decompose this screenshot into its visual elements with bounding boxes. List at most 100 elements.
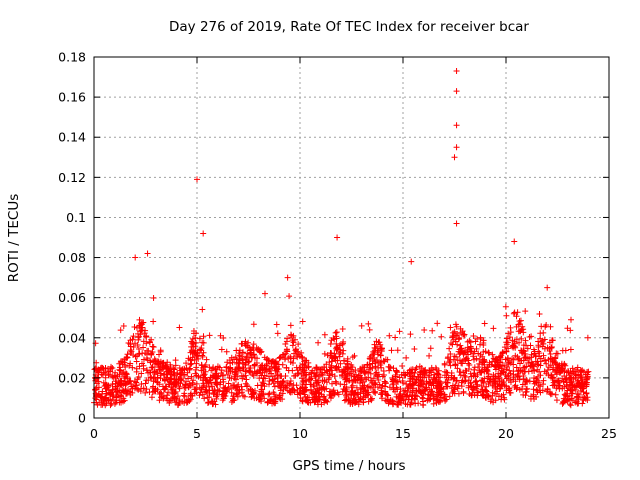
data-point: [310, 382, 317, 389]
data-point: [355, 372, 362, 379]
data-point: [156, 397, 163, 404]
data-point: [271, 400, 278, 407]
data-point: [205, 399, 212, 406]
data-point: [371, 351, 378, 358]
data-point: [346, 377, 353, 384]
x-tick-label: 10: [292, 426, 308, 441]
data-point: [132, 254, 139, 261]
data-point: [479, 386, 486, 393]
data-point: [419, 394, 426, 401]
data-point: [574, 400, 581, 407]
y-tick-label: 0.08: [58, 250, 86, 265]
data-point: [483, 388, 490, 395]
data-point: [264, 399, 271, 406]
data-point: [150, 375, 157, 382]
data-point: [196, 392, 203, 399]
data-point: [292, 347, 299, 354]
data-point: [263, 362, 270, 369]
data-point: [167, 364, 174, 371]
data-point: [277, 396, 284, 403]
data-point: [458, 345, 465, 352]
data-point: [339, 388, 346, 395]
data-point: [344, 371, 351, 378]
data-point: [102, 385, 109, 392]
data-point: [179, 398, 186, 405]
data-point: [270, 380, 277, 387]
data-point: [199, 377, 206, 384]
data-point: [361, 376, 368, 383]
data-point: [416, 368, 423, 375]
data-point: [98, 371, 105, 378]
data-point: [223, 368, 230, 375]
y-tick-label: 0: [78, 411, 86, 426]
data-point: [414, 373, 421, 380]
data-point: [389, 401, 396, 408]
data-point: [135, 386, 142, 393]
data-point: [170, 387, 177, 394]
data-point: [309, 396, 316, 403]
data-point: [228, 389, 235, 396]
data-point: [333, 347, 340, 354]
data-point: [301, 367, 308, 374]
data-point: [173, 380, 180, 387]
data-point: [520, 391, 527, 398]
data-point: [109, 381, 116, 388]
data-point: [142, 327, 149, 334]
data-point: [514, 384, 521, 391]
data-point: [567, 374, 574, 381]
data-points: [91, 68, 592, 409]
y-tick-label: 0.06: [58, 290, 86, 305]
data-point: [232, 366, 239, 373]
data-point: [554, 350, 561, 357]
data-point: [256, 375, 263, 382]
data-point: [506, 367, 513, 374]
data-point: [168, 376, 175, 383]
data-point: [486, 359, 493, 366]
data-point: [489, 389, 496, 396]
data-point: [513, 364, 520, 371]
data-point: [548, 337, 555, 344]
data-point: [409, 375, 416, 382]
data-point: [190, 350, 197, 357]
data-point: [157, 348, 164, 355]
data-point: [533, 393, 540, 400]
data-point: [427, 379, 434, 386]
data-point: [298, 349, 305, 356]
data-point: [372, 370, 379, 377]
data-point: [486, 350, 493, 357]
data-point: [212, 380, 219, 387]
data-point: [409, 387, 416, 394]
data-point: [328, 350, 335, 357]
data-point: [471, 364, 478, 371]
data-point: [276, 354, 283, 361]
data-point: [116, 360, 123, 367]
data-point: [554, 364, 561, 371]
data-point: [251, 368, 258, 375]
data-point: [148, 364, 155, 371]
data-point: [127, 360, 134, 367]
data-point: [323, 379, 330, 386]
data-point: [102, 395, 109, 402]
x-tick-label: 20: [498, 426, 514, 441]
data-point: [530, 386, 537, 393]
data-point: [140, 356, 147, 363]
data-point: [503, 312, 510, 319]
data-point: [272, 367, 279, 374]
data-point: [336, 353, 343, 360]
data-point: [242, 380, 249, 387]
data-point: [172, 357, 179, 364]
data-point: [372, 379, 379, 386]
data-point: [492, 362, 499, 369]
data-point: [274, 372, 281, 379]
data-point: [429, 327, 436, 334]
data-point: [325, 375, 332, 382]
data-point: [510, 368, 517, 375]
data-point: [92, 386, 99, 393]
data-point: [537, 389, 544, 396]
data-point: [299, 397, 306, 404]
data-point: [120, 380, 127, 387]
data-point: [470, 333, 477, 340]
data-point: [319, 377, 326, 384]
data-point: [283, 346, 290, 353]
data-point: [286, 293, 293, 300]
